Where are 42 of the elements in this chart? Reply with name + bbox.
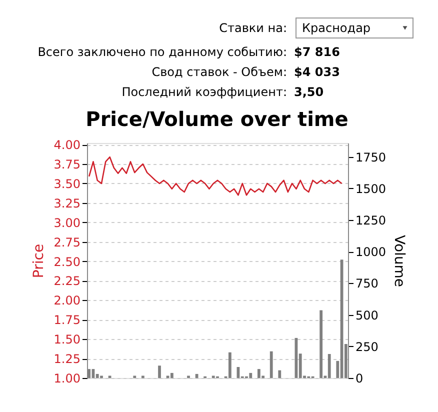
line-series bbox=[88, 156, 342, 196]
text: 3,50 bbox=[294, 85, 324, 99]
y-tick-label: 2.50 bbox=[54, 254, 80, 269]
text: Всего заключено по данному событию: bbox=[38, 45, 287, 59]
text: Свод ставок - Объем: bbox=[152, 65, 287, 79]
y-tick-label: 2.75 bbox=[54, 235, 80, 250]
y-tick-label: 1.75 bbox=[54, 313, 80, 328]
y-tick-label: 3.75 bbox=[54, 158, 80, 172]
y-tick-label: 1.50 bbox=[54, 332, 80, 347]
y-tick-label: 2.25 bbox=[54, 274, 80, 288]
text: Ставки на: bbox=[219, 21, 287, 35]
y2-tick-label: 250 bbox=[356, 340, 378, 354]
chart-title: Price/Volume over time bbox=[86, 107, 348, 131]
text: $4 033 bbox=[294, 65, 340, 79]
y2-axis-title: Volume bbox=[391, 234, 408, 288]
y-tick-label: 1.00 bbox=[54, 372, 80, 386]
y-tick-label: 2.00 bbox=[54, 294, 80, 308]
y2-tick-label: 500 bbox=[356, 308, 378, 322]
y-tick-label: 3.25 bbox=[54, 196, 80, 210]
y-tick-label: 3.00 bbox=[54, 216, 80, 230]
bar bbox=[270, 351, 273, 378]
y-axis-title: Price bbox=[30, 244, 47, 278]
text: Последний коэффициент: bbox=[122, 85, 287, 99]
bar bbox=[228, 352, 232, 378]
bar bbox=[257, 369, 260, 378]
text: Краснодар bbox=[302, 21, 371, 35]
bar bbox=[249, 372, 252, 378]
bar bbox=[320, 310, 323, 378]
bar bbox=[328, 354, 331, 378]
y2-tick-label: 0 bbox=[356, 372, 364, 386]
bar bbox=[158, 366, 161, 378]
y2-tick-label: 1500 bbox=[356, 182, 386, 196]
y2-tick-label: 1000 bbox=[356, 245, 386, 260]
y-tick-label: 3.50 bbox=[54, 176, 80, 191]
text: $7 816 bbox=[294, 45, 340, 59]
y2-tick-label: 1750 bbox=[356, 150, 386, 164]
bar bbox=[278, 370, 282, 378]
y-tick-label: 1.25 bbox=[54, 352, 80, 366]
y2-tick-label: 1250 bbox=[356, 214, 386, 228]
y-tick-label: 4.00 bbox=[54, 138, 80, 152]
y2-tick-label: 750 bbox=[356, 276, 378, 291]
bar bbox=[170, 372, 174, 378]
